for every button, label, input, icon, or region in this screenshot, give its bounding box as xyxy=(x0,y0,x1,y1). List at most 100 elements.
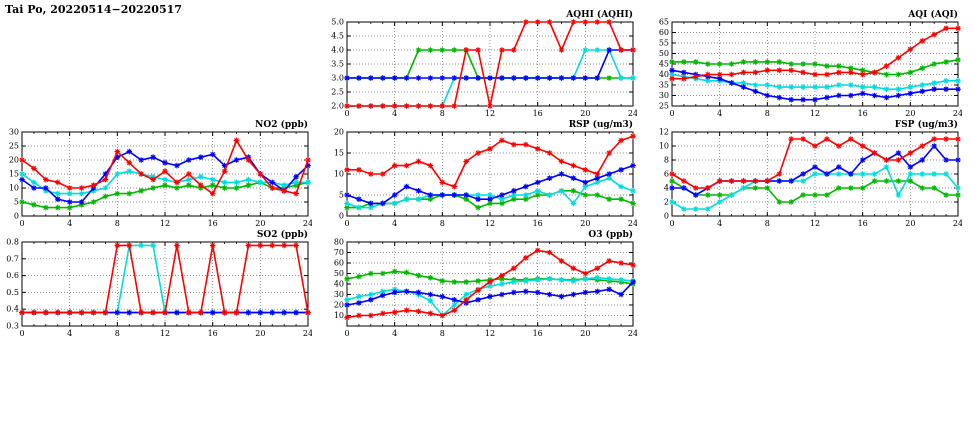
svg-text:24: 24 xyxy=(628,219,637,228)
svg-text:8: 8 xyxy=(765,109,770,118)
svg-text:4: 4 xyxy=(67,219,72,228)
svg-text:0: 0 xyxy=(344,219,349,228)
svg-text:16: 16 xyxy=(533,109,543,118)
svg-text:40: 40 xyxy=(659,70,669,79)
svg-text:20: 20 xyxy=(580,219,590,228)
svg-text:8: 8 xyxy=(440,329,445,338)
svg-text:0: 0 xyxy=(669,109,674,118)
chart-aqhi: 2.0 2.5 3.0 3.5 4.0 4.5 5.0 0 4 8 12 16 20 24 AQHI (A… xyxy=(325,9,637,121)
chart-title-no2: NO2 (ppb) xyxy=(255,120,308,130)
svg-text:8: 8 xyxy=(765,219,770,228)
svg-text:4: 4 xyxy=(717,109,722,118)
svg-text:12: 12 xyxy=(160,329,170,338)
svg-text:5: 5 xyxy=(14,198,19,207)
svg-text:50: 50 xyxy=(334,269,344,278)
svg-text:4: 4 xyxy=(392,219,397,228)
svg-text:0: 0 xyxy=(339,212,344,221)
svg-text:4: 4 xyxy=(664,184,669,193)
svg-text:0.5: 0.5 xyxy=(6,288,19,297)
svg-text:12: 12 xyxy=(485,109,495,118)
svg-text:24: 24 xyxy=(303,329,312,338)
svg-text:0: 0 xyxy=(669,219,674,228)
no2-plot-canvas: 0 5 10 15 20 25 30 0 4 8 12 16 20 24 xyxy=(9,128,312,229)
svg-text:4.5: 4.5 xyxy=(331,32,344,41)
svg-text:60: 60 xyxy=(334,259,344,268)
svg-text:24: 24 xyxy=(303,219,312,228)
svg-text:30: 30 xyxy=(659,91,669,100)
svg-text:4: 4 xyxy=(717,219,722,228)
svg-text:0.6: 0.6 xyxy=(6,271,19,280)
svg-text:4: 4 xyxy=(67,329,72,338)
svg-text:15: 15 xyxy=(9,170,19,179)
chart-fsp: 0 2 4 6 8 10 12 0 4 8 12 16 20 24 FSP (ug/m3) xyxy=(650,119,962,231)
svg-text:0.4: 0.4 xyxy=(6,305,19,314)
svg-text:15: 15 xyxy=(334,149,344,158)
chart-o3: 10 20 30 40 50 60 70 80 0 4 8 12 16 20 24 O3 (ppb) xyxy=(325,229,637,341)
svg-text:30: 30 xyxy=(9,128,19,137)
svg-text:8: 8 xyxy=(440,109,445,118)
svg-text:20: 20 xyxy=(255,219,265,228)
chart-aqi: 25 30 35 40 45 50 55 60 65 0 4 8 12 16 20 24 AQI (AQI) xyxy=(650,9,962,121)
chart-title-aqi: AQI (AQI) xyxy=(908,10,958,20)
svg-text:10: 10 xyxy=(334,170,344,179)
svg-text:8: 8 xyxy=(440,219,445,228)
svg-text:4: 4 xyxy=(392,109,397,118)
page-title: Tai Po, 20220514−20220517 xyxy=(5,3,182,16)
svg-text:30: 30 xyxy=(334,290,344,299)
svg-text:0: 0 xyxy=(664,212,669,221)
svg-text:0: 0 xyxy=(19,219,24,228)
svg-text:16: 16 xyxy=(533,219,543,228)
svg-text:5.0: 5.0 xyxy=(331,18,344,27)
svg-text:16: 16 xyxy=(858,219,868,228)
svg-text:24: 24 xyxy=(953,219,962,228)
svg-text:20: 20 xyxy=(905,109,915,118)
svg-text:12: 12 xyxy=(810,109,820,118)
svg-text:20: 20 xyxy=(580,329,590,338)
svg-text:12: 12 xyxy=(485,329,495,338)
svg-text:10: 10 xyxy=(659,142,669,151)
svg-text:8: 8 xyxy=(664,156,669,165)
chart-title-o3: O3 (ppb) xyxy=(588,230,633,240)
svg-text:16: 16 xyxy=(533,329,543,338)
chart-title-rsp: RSP (ug/m3) xyxy=(568,120,633,130)
svg-text:10: 10 xyxy=(334,311,344,320)
svg-text:24: 24 xyxy=(953,109,962,118)
svg-text:6: 6 xyxy=(664,170,669,179)
svg-text:12: 12 xyxy=(659,128,669,137)
svg-text:3.0: 3.0 xyxy=(331,74,344,83)
svg-text:0: 0 xyxy=(344,329,349,338)
svg-text:20: 20 xyxy=(580,109,590,118)
svg-text:20: 20 xyxy=(255,329,265,338)
svg-text:10: 10 xyxy=(9,184,19,193)
svg-text:0.3: 0.3 xyxy=(6,322,19,331)
svg-text:60: 60 xyxy=(659,28,669,37)
svg-text:0: 0 xyxy=(19,329,24,338)
svg-text:2.0: 2.0 xyxy=(331,102,344,111)
svg-text:20: 20 xyxy=(9,156,19,165)
chart-title-fsp: FSP (ug/m3) xyxy=(894,120,958,130)
svg-text:55: 55 xyxy=(659,39,669,48)
chart-so2: 0.3 0.4 0.5 0.6 0.7 0.8 0 4 8 12 16 20 24 SO2 (ppb) xyxy=(0,229,312,341)
svg-text:12: 12 xyxy=(485,219,495,228)
chart-rsp: 0 5 10 15 20 0 4 8 12 16 20 24 RSP (ug/m3) xyxy=(325,119,637,231)
rsp-plot-canvas: 0 5 10 15 20 0 4 8 12 16 20 24 xyxy=(334,128,637,229)
svg-text:45: 45 xyxy=(659,60,669,69)
svg-text:8: 8 xyxy=(115,219,120,228)
aqhi-plot-canvas: 2.0 2.5 3.0 3.5 4.0 4.5 5.0 0 4 8 12 16 20 24 xyxy=(331,18,637,119)
svg-text:24: 24 xyxy=(628,329,637,338)
svg-text:2.5: 2.5 xyxy=(331,88,344,97)
svg-text:16: 16 xyxy=(208,329,218,338)
chart-title-aqhi: AQHI (AQHI) xyxy=(566,10,633,20)
svg-text:16: 16 xyxy=(858,109,868,118)
svg-text:25: 25 xyxy=(659,102,669,111)
svg-text:3.5: 3.5 xyxy=(331,60,344,69)
svg-text:50: 50 xyxy=(659,49,669,58)
svg-text:35: 35 xyxy=(659,81,669,90)
svg-text:12: 12 xyxy=(160,219,170,228)
svg-text:24: 24 xyxy=(628,109,637,118)
svg-text:20: 20 xyxy=(334,301,344,310)
svg-text:0: 0 xyxy=(14,212,19,221)
